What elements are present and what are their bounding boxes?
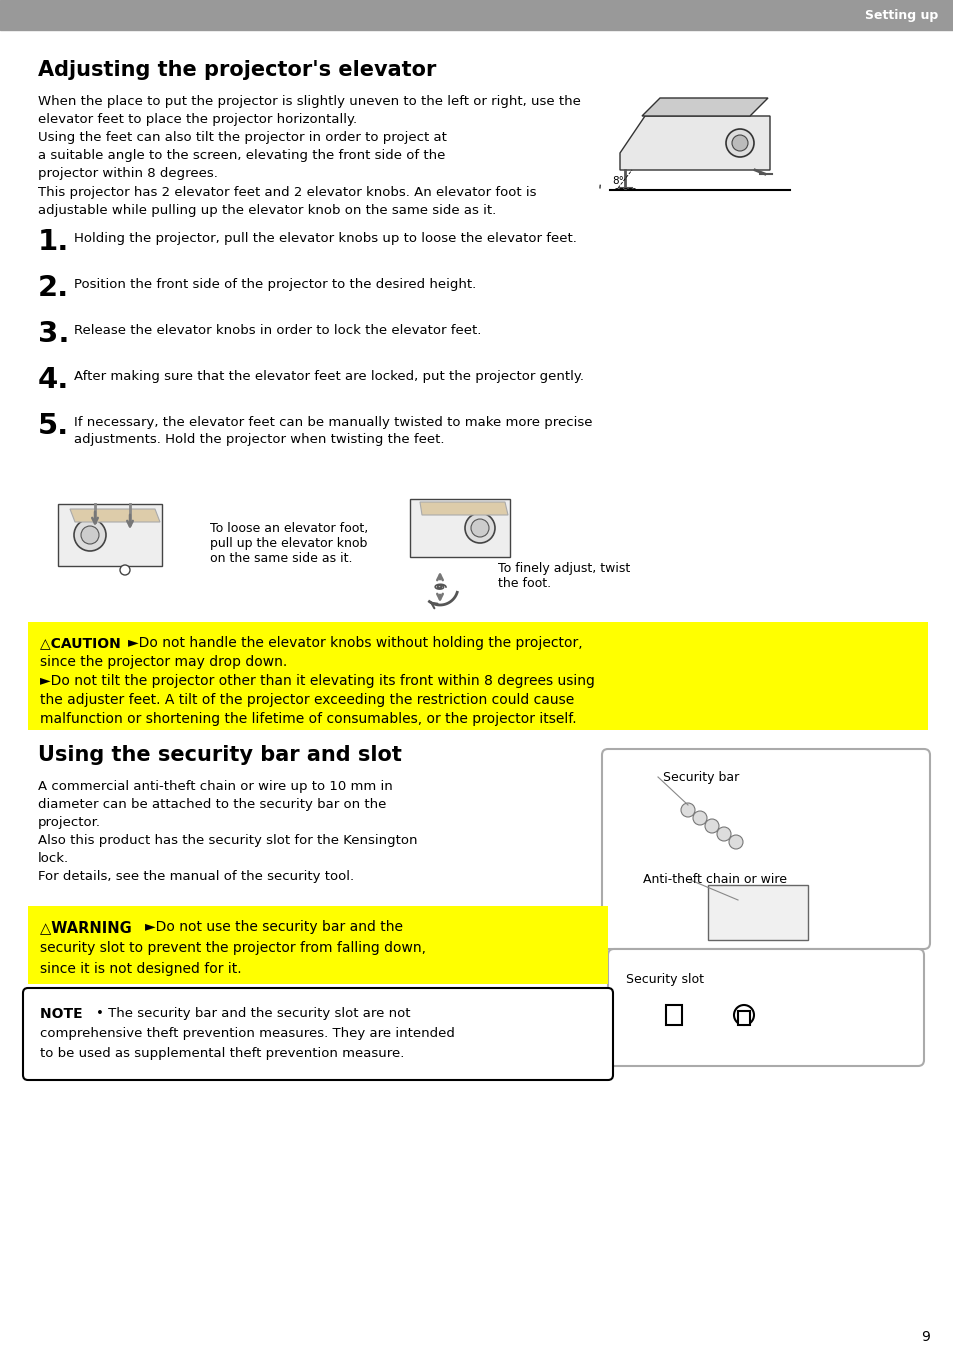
Text: adjustable while pulling up the elevator knob on the same side as it.: adjustable while pulling up the elevator… xyxy=(38,204,496,217)
Circle shape xyxy=(704,819,719,833)
Text: If necessary, the elevator feet can be manually twisted to make more precise: If necessary, the elevator feet can be m… xyxy=(74,416,592,429)
Polygon shape xyxy=(58,504,162,566)
Text: Using the security bar and slot: Using the security bar and slot xyxy=(38,745,401,765)
Text: 3.: 3. xyxy=(38,320,70,348)
Polygon shape xyxy=(410,500,510,556)
Polygon shape xyxy=(70,509,160,523)
Text: A commercial anti-theft chain or wire up to 10 mm in: A commercial anti-theft chain or wire up… xyxy=(38,780,393,793)
Text: security slot to prevent the projector from falling down,: security slot to prevent the projector f… xyxy=(40,941,426,955)
Text: To finely adjust, twist: To finely adjust, twist xyxy=(497,562,630,575)
Text: Position the front side of the projector to the desired height.: Position the front side of the projector… xyxy=(74,278,476,291)
Polygon shape xyxy=(419,502,507,515)
Circle shape xyxy=(733,1005,753,1025)
Text: Holding the projector, pull the elevator knobs up to loose the elevator feet.: Holding the projector, pull the elevator… xyxy=(74,232,577,245)
Text: ►Do not handle the elevator knobs without holding the projector,: ►Do not handle the elevator knobs withou… xyxy=(128,636,582,650)
Circle shape xyxy=(471,519,489,538)
Text: projector.: projector. xyxy=(38,816,101,829)
Polygon shape xyxy=(641,97,767,116)
Circle shape xyxy=(692,811,706,825)
Circle shape xyxy=(120,565,130,575)
Text: 1.: 1. xyxy=(38,227,70,256)
Circle shape xyxy=(81,525,99,544)
Circle shape xyxy=(74,519,106,551)
Text: projector within 8 degrees.: projector within 8 degrees. xyxy=(38,167,217,180)
Text: since the projector may drop down.: since the projector may drop down. xyxy=(40,655,287,669)
Text: 4.: 4. xyxy=(38,366,70,394)
Text: on the same side as it.: on the same side as it. xyxy=(210,552,352,565)
Text: This projector has 2 elevator feet and 2 elevator knobs. An elevator foot is: This projector has 2 elevator feet and 2… xyxy=(38,185,536,199)
Circle shape xyxy=(717,827,730,841)
Text: △CAUTION: △CAUTION xyxy=(40,636,126,650)
Text: Setting up: Setting up xyxy=(863,8,937,22)
Text: 2.: 2. xyxy=(38,274,70,302)
Bar xyxy=(28,906,607,984)
Text: • The security bar and the security slot are not: • The security bar and the security slot… xyxy=(96,1007,410,1020)
Circle shape xyxy=(725,129,753,157)
Circle shape xyxy=(680,803,695,816)
Text: ►Do not tilt the projector other than it elevating its front within 8 degrees us: ►Do not tilt the projector other than it… xyxy=(40,674,595,688)
FancyBboxPatch shape xyxy=(23,988,613,1080)
Text: To loose an elevator foot,: To loose an elevator foot, xyxy=(210,523,368,535)
Text: After making sure that the elevator feet are locked, put the projector gently.: After making sure that the elevator feet… xyxy=(74,370,583,383)
Text: 8°: 8° xyxy=(612,176,623,185)
Text: Security bar: Security bar xyxy=(662,770,739,784)
Bar xyxy=(28,621,927,730)
Text: elevator feet to place the projector horizontally.: elevator feet to place the projector hor… xyxy=(38,112,356,126)
Text: Release the elevator knobs in order to lock the elevator feet.: Release the elevator knobs in order to l… xyxy=(74,324,481,337)
Text: malfunction or shortening the lifetime of consumables, or the projector itself.: malfunction or shortening the lifetime o… xyxy=(40,712,576,726)
Text: △WARNING: △WARNING xyxy=(40,919,136,936)
Text: Adjusting the projector's elevator: Adjusting the projector's elevator xyxy=(38,60,436,80)
Text: When the place to put the projector is slightly uneven to the left or right, use: When the place to put the projector is s… xyxy=(38,95,580,108)
Circle shape xyxy=(728,835,742,849)
Text: For details, see the manual of the security tool.: For details, see the manual of the secur… xyxy=(38,871,354,883)
Text: ►Do not use the security bar and the: ►Do not use the security bar and the xyxy=(145,919,402,934)
Text: a suitable angle to the screen, elevating the front side of the: a suitable angle to the screen, elevatin… xyxy=(38,149,445,162)
FancyBboxPatch shape xyxy=(607,949,923,1066)
Text: 9: 9 xyxy=(921,1330,929,1345)
Text: the foot.: the foot. xyxy=(497,577,551,590)
Bar xyxy=(0,0,953,30)
Polygon shape xyxy=(619,116,769,171)
Text: Security slot: Security slot xyxy=(625,974,703,986)
Text: pull up the elevator knob: pull up the elevator knob xyxy=(210,538,367,550)
Text: NOTE: NOTE xyxy=(40,1007,92,1021)
Text: since it is not designed for it.: since it is not designed for it. xyxy=(40,961,241,976)
Text: Also this product has the security slot for the Kensington: Also this product has the security slot … xyxy=(38,834,417,848)
Text: adjustments. Hold the projector when twisting the feet.: adjustments. Hold the projector when twi… xyxy=(74,433,444,445)
Text: lock.: lock. xyxy=(38,852,69,865)
Text: to be used as supplemental theft prevention measure.: to be used as supplemental theft prevent… xyxy=(40,1047,404,1060)
Bar xyxy=(665,1005,681,1025)
Bar xyxy=(738,1011,749,1025)
Text: 5.: 5. xyxy=(38,412,70,440)
Circle shape xyxy=(464,513,495,543)
Text: diameter can be attached to the security bar on the: diameter can be attached to the security… xyxy=(38,798,386,811)
Circle shape xyxy=(731,135,747,152)
Text: Using the feet can also tilt the projector in order to project at: Using the feet can also tilt the project… xyxy=(38,131,446,144)
Polygon shape xyxy=(707,886,807,940)
Text: Anti-theft chain or wire: Anti-theft chain or wire xyxy=(642,873,786,886)
Text: the adjuster feet. A tilt of the projector exceeding the restriction could cause: the adjuster feet. A tilt of the project… xyxy=(40,693,574,707)
FancyBboxPatch shape xyxy=(601,749,929,949)
Text: comprehensive theft prevention measures. They are intended: comprehensive theft prevention measures.… xyxy=(40,1026,455,1040)
